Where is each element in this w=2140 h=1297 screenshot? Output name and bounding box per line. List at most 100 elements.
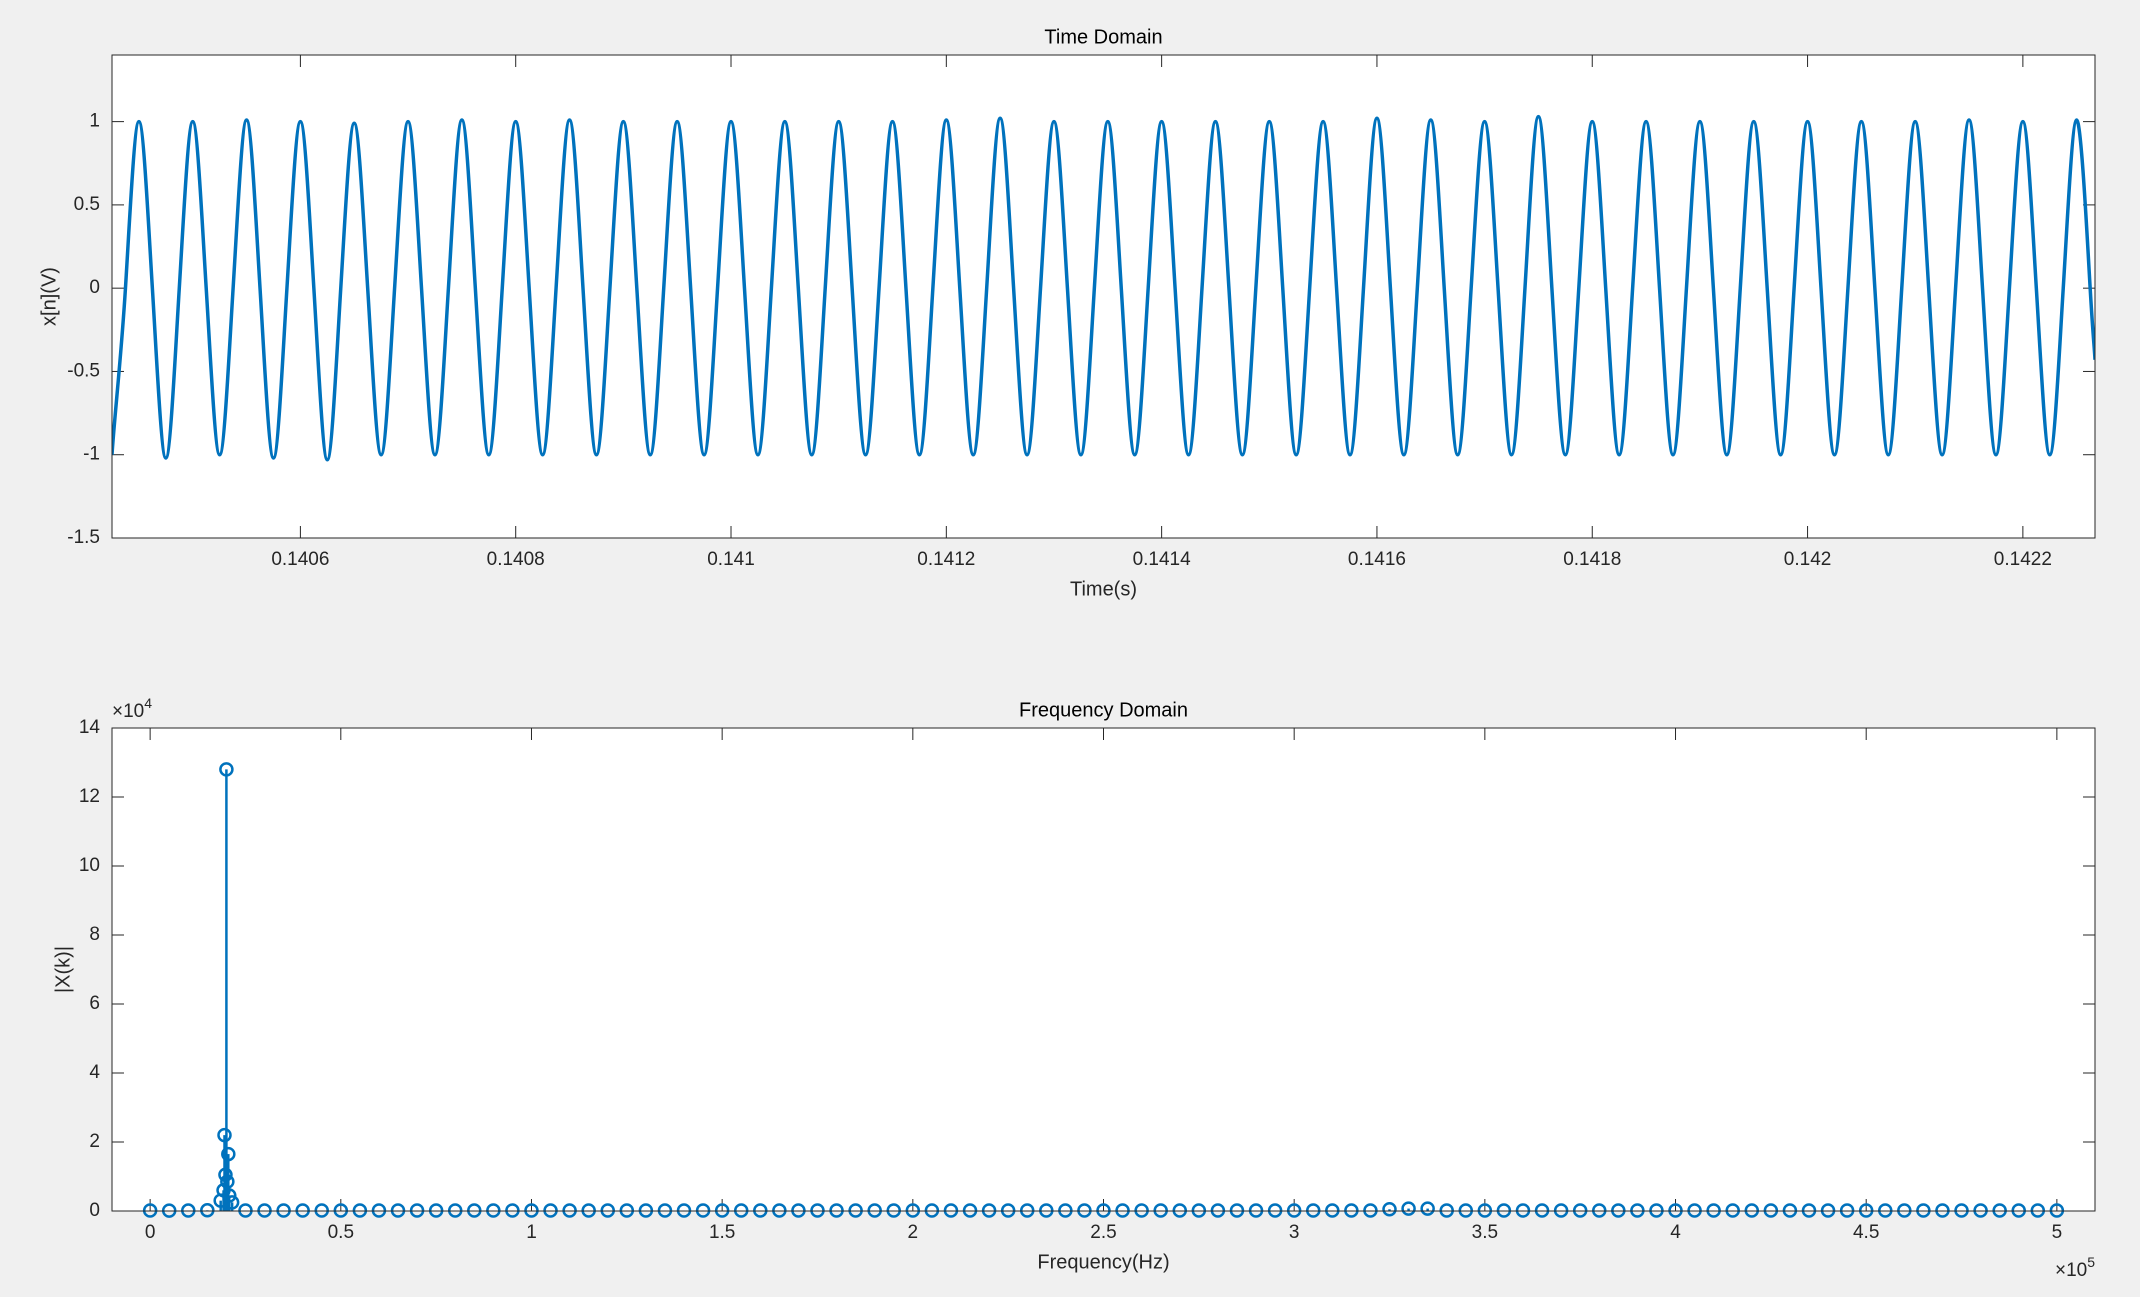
scale-label: ×105 [2055,1254,2095,1281]
stem-marker [638,1203,654,1218]
stem-marker [1801,1203,1817,1218]
stem-marker [2011,1203,2026,1218]
stem-marker [428,1203,444,1218]
stem-marker [1820,1203,1836,1218]
axes-box [111,727,2096,1212]
stem-marker [1267,1203,1283,1218]
stem-marker [524,1203,539,1218]
stem-marker [314,1203,329,1218]
stem-marker [200,1203,215,1218]
stem-marker [848,1203,863,1218]
stem-marker [1935,1203,1950,1218]
stem-marker [409,1203,425,1218]
stem-marker [1572,1203,1588,1218]
stem-marker [867,1203,882,1218]
stem-marker [142,1203,158,1218]
x-tick-label: 5 [2052,1222,2063,1243]
stem-marker [217,1127,232,1143]
stem-marker [753,1203,768,1218]
y-axis-label: x[n](V) [38,267,60,326]
y-tick-label: 6 [89,993,100,1014]
x-tick-label: 1 [526,1222,537,1243]
stem-marker [1210,1203,1226,1218]
x-tick-label: 0.1412 [917,549,975,570]
stem-marker [276,1203,291,1218]
stem-marker [1763,1203,1779,1218]
stem-marker [1630,1203,1645,1218]
x-tick-label: 3 [1289,1222,1300,1243]
stem-marker [1916,1203,1931,1218]
stem-marker [1458,1203,1474,1218]
stem-marker [1077,1203,1092,1218]
stem-marker [1248,1203,1264,1218]
stem-marker [1744,1203,1760,1218]
stem-marker [1019,1203,1035,1218]
y-tick-label: 4 [89,1062,100,1083]
stem-marker [238,1203,253,1218]
stem-marker [221,1146,236,1162]
x-tick-label: 4.5 [1853,1222,1879,1243]
stem-marker [886,1203,902,1218]
signal-line [112,114,2095,462]
stem-marker [1496,1203,1512,1218]
stem-marker [224,1195,240,1210]
stem-marker [1725,1203,1740,1218]
x-tick-label: 0.142 [1784,549,1832,570]
x-axis-label: Time(s) [1070,578,1137,600]
x-tick-label: 0.1406 [271,549,329,570]
axes-box [111,54,2096,539]
axes: 0 0.5 1 1.5 2 2.5 3 3.5 4 4.5 5 0 2 4 6 8 10 12 14 Frequenc… [52,695,2096,1281]
stem-marker [1229,1203,1245,1218]
stem-marker [219,762,234,777]
stem-marker [1973,1203,1988,1218]
axes: 0.1406 0.1408 0.141 0.1412 0.1414 0.1416 0.141… [38,26,2096,600]
stem-marker [772,1203,787,1218]
stem-marker [1668,1203,1683,1218]
y-tick-label: 10 [79,855,100,876]
stem-marker [943,1203,959,1218]
stem-marker [1649,1203,1664,1218]
stem-marker [1325,1203,1340,1218]
stem-marker [905,1203,921,1218]
stem-marker [1687,1203,1702,1218]
y-tick-label: -0.5 [67,360,100,381]
stem-marker [1878,1203,1893,1218]
stem-marker [1191,1203,1207,1218]
plot-area [112,728,2095,1211]
x-tick-label: 0.1408 [487,549,545,570]
stem-marker [1039,1203,1054,1218]
stem-marker [2030,1203,2046,1218]
stem-marker [829,1203,844,1218]
stem-marker [695,1203,711,1218]
x-tick-label: 0 [145,1222,156,1243]
stem-marker [1344,1203,1359,1218]
stem-marker [1839,1203,1855,1218]
stem-marker [1172,1203,1188,1218]
stem-marker [924,1203,940,1218]
x-tick-label: 0.1422 [1994,549,2052,570]
stem-marker [1515,1203,1531,1218]
stem-marker [447,1203,463,1218]
scale-base: ×10 [2055,1260,2087,1281]
stem-marker [1782,1203,1798,1218]
chart-title: Frequency Domain [1019,699,1188,721]
stem-marker [1134,1203,1149,1218]
y-tick-label: 8 [89,924,100,945]
y-tick-label: 0 [89,1200,100,1221]
stem-marker [962,1203,978,1218]
stem-marker [1439,1203,1454,1218]
stem-marker [2049,1203,2065,1218]
stem-marker [581,1203,596,1218]
stem-marker [1954,1203,1969,1218]
y-tick-label: 1 [89,111,100,132]
stem-marker [1553,1203,1569,1218]
stem-marker [1992,1203,2007,1218]
y-tick-label: 2 [89,1131,100,1152]
stem-marker [657,1203,673,1218]
stem-marker [1305,1203,1321,1218]
scale-exponent: 5 [2087,1254,2095,1270]
x-tick-label: 4 [1670,1222,1681,1243]
stem-marker [1401,1201,1416,1216]
